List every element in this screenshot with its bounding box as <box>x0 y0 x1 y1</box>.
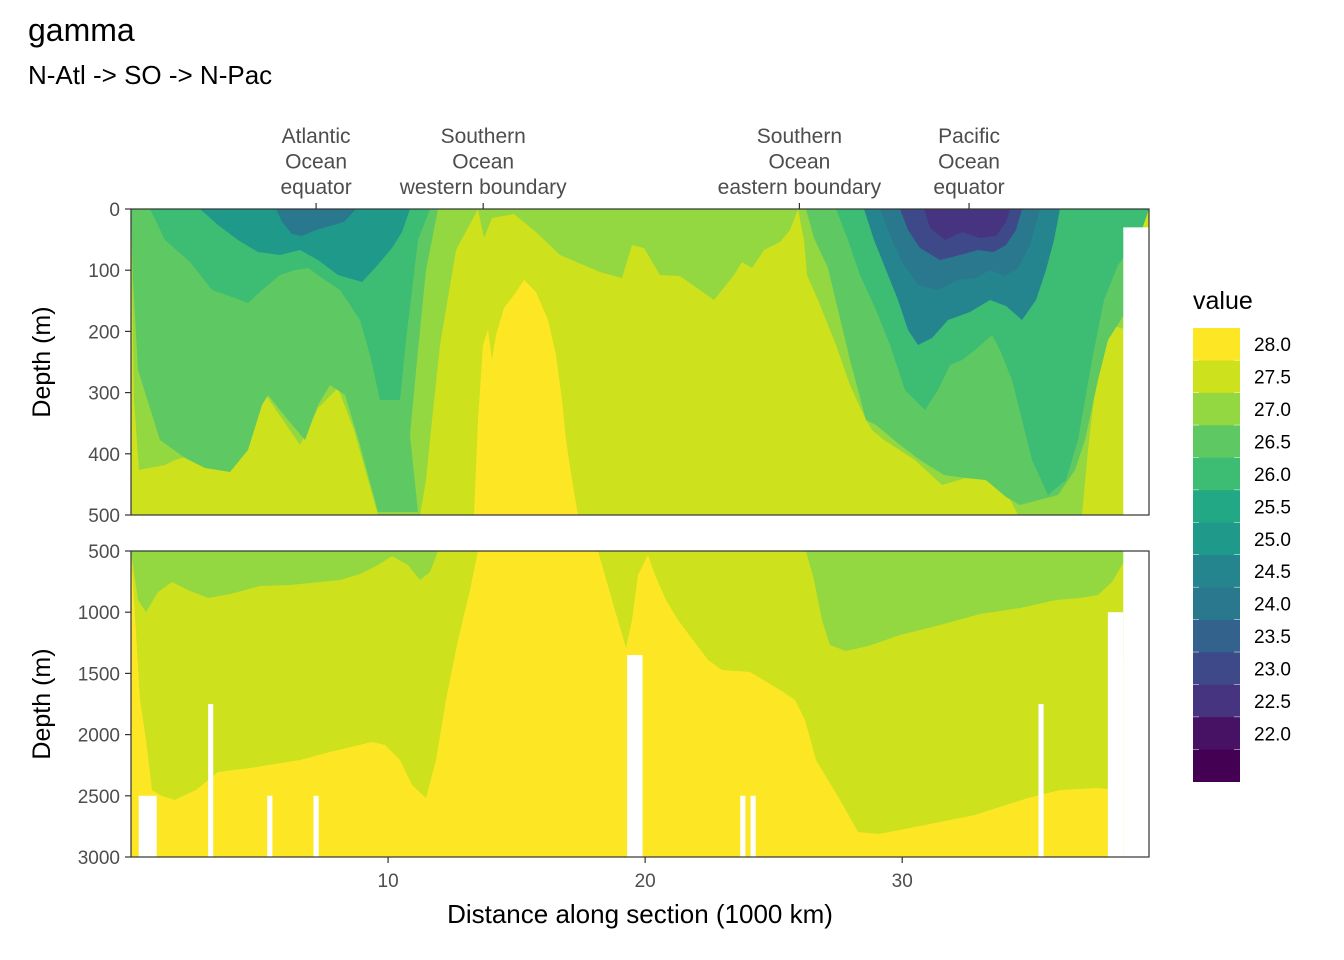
top-annotations: Atlantic Ocean equator Southern Ocean western… <box>280 125 1005 209</box>
legend-swatch <box>1193 328 1240 361</box>
y-tick-label: 3000 <box>78 848 120 869</box>
no-data-region <box>750 795 756 857</box>
legend-swatch <box>1193 652 1240 686</box>
annotation-label: Southern Ocean western boundary <box>399 125 567 199</box>
legend-label: 25.5 <box>1254 497 1291 518</box>
legend-label: 22.0 <box>1254 724 1291 745</box>
chart-title: gamma <box>28 12 135 48</box>
annotation-label: Pacific Ocean equator <box>933 125 1004 199</box>
legend: value 28.0 27.5 27.0 26.5 26.0 25.5 25.0 24.5 24… <box>1193 287 1291 782</box>
legend-swatch <box>1193 457 1240 491</box>
legend-swatch <box>1193 619 1240 653</box>
legend-swatch <box>1193 490 1240 524</box>
legend-label: 23.5 <box>1254 627 1291 648</box>
y-tick-label: 2000 <box>78 726 120 747</box>
y-tick-label: 400 <box>88 445 120 466</box>
no-data-region <box>740 795 746 857</box>
legend-label: 22.5 <box>1254 692 1291 713</box>
legend-label: 26.0 <box>1254 465 1291 486</box>
upper-y-label: Depth (m) <box>28 306 56 417</box>
legend-label: 26.5 <box>1254 433 1291 454</box>
contour-band-27.5-east-band <box>598 551 1128 834</box>
contour-band-25-atlantic-shallow <box>200 209 410 282</box>
lower-y-axis: 500 1000 1500 2000 2500 3000 <box>78 542 131 869</box>
no-data-region <box>1107 612 1124 857</box>
legend-swatch <box>1193 749 1240 782</box>
contour-band-24-atlantic-equator <box>276 209 356 236</box>
legend-swatch <box>1193 684 1240 718</box>
contour-band-28-so-tongue <box>474 280 578 515</box>
upper-panel: 0 100 200 300 400 500 Depth (m) <box>28 200 1150 527</box>
contour-band-27.5-west-band <box>131 551 478 800</box>
legend-label: 27.0 <box>1254 400 1291 421</box>
upper-panel-border <box>130 208 1150 516</box>
legend-swatch <box>1193 717 1240 751</box>
y-tick-label: 100 <box>88 261 120 282</box>
lower-panel-border <box>130 550 1150 858</box>
lower-y-label: Depth (m) <box>28 648 56 759</box>
legend-label: 23.0 <box>1254 660 1291 681</box>
y-tick-label: 1000 <box>78 603 120 624</box>
no-data-region <box>1123 227 1149 515</box>
upper-y-axis: 0 100 200 300 400 500 <box>88 200 131 527</box>
x-axis: 10 20 30 <box>378 857 913 892</box>
no-data-region <box>267 795 273 857</box>
y-tick-label: 2500 <box>78 787 120 808</box>
contour-band-27-east-upper <box>806 551 1128 651</box>
no-data-region <box>313 795 319 857</box>
x-tick-label: 30 <box>892 871 913 892</box>
legend-swatch <box>1193 587 1240 621</box>
contour-band-27-central-shelf <box>478 209 798 300</box>
legend-swatch <box>1193 392 1240 426</box>
legend-label: 24.5 <box>1254 562 1291 583</box>
no-data-region <box>1123 551 1149 857</box>
x-axis-label: Distance along section (1000 km) <box>447 899 833 929</box>
x-tick-label: 20 <box>635 871 656 892</box>
no-data-region <box>138 795 157 857</box>
legend-title: value <box>1193 287 1253 315</box>
y-tick-label: 0 <box>109 200 120 221</box>
legend-label: 24.0 <box>1254 595 1291 616</box>
no-data-region <box>627 655 643 857</box>
no-data-region <box>208 704 214 857</box>
legend-label: 27.5 <box>1254 368 1291 389</box>
no-data-region <box>1038 704 1044 857</box>
legend-swatch <box>1193 360 1240 394</box>
y-tick-label: 1500 <box>78 664 120 685</box>
legend-label: 25.0 <box>1254 530 1291 551</box>
contour-band-22.5-pacific-surface-core <box>924 209 1010 240</box>
x-tick-label: 10 <box>378 871 399 892</box>
chart-subtitle: N-Atl -> SO -> N-Pac <box>28 60 272 90</box>
legend-label: 28.0 <box>1254 335 1291 356</box>
lower-panel: 500 1000 1500 2000 2500 3000 Depth (m) <box>28 542 1150 869</box>
legend-swatch <box>1193 522 1240 556</box>
annotation-label: Southern Ocean eastern boundary <box>718 125 882 199</box>
y-tick-label: 500 <box>88 542 120 563</box>
legend-swatch <box>1193 425 1240 459</box>
y-tick-label: 500 <box>88 506 120 527</box>
contour-band-27-west-upper <box>131 551 438 612</box>
y-tick-label: 200 <box>88 322 120 343</box>
annotation-label: Atlantic Ocean equator <box>280 125 351 199</box>
y-tick-label: 300 <box>88 384 120 405</box>
legend-swatch <box>1193 555 1240 588</box>
